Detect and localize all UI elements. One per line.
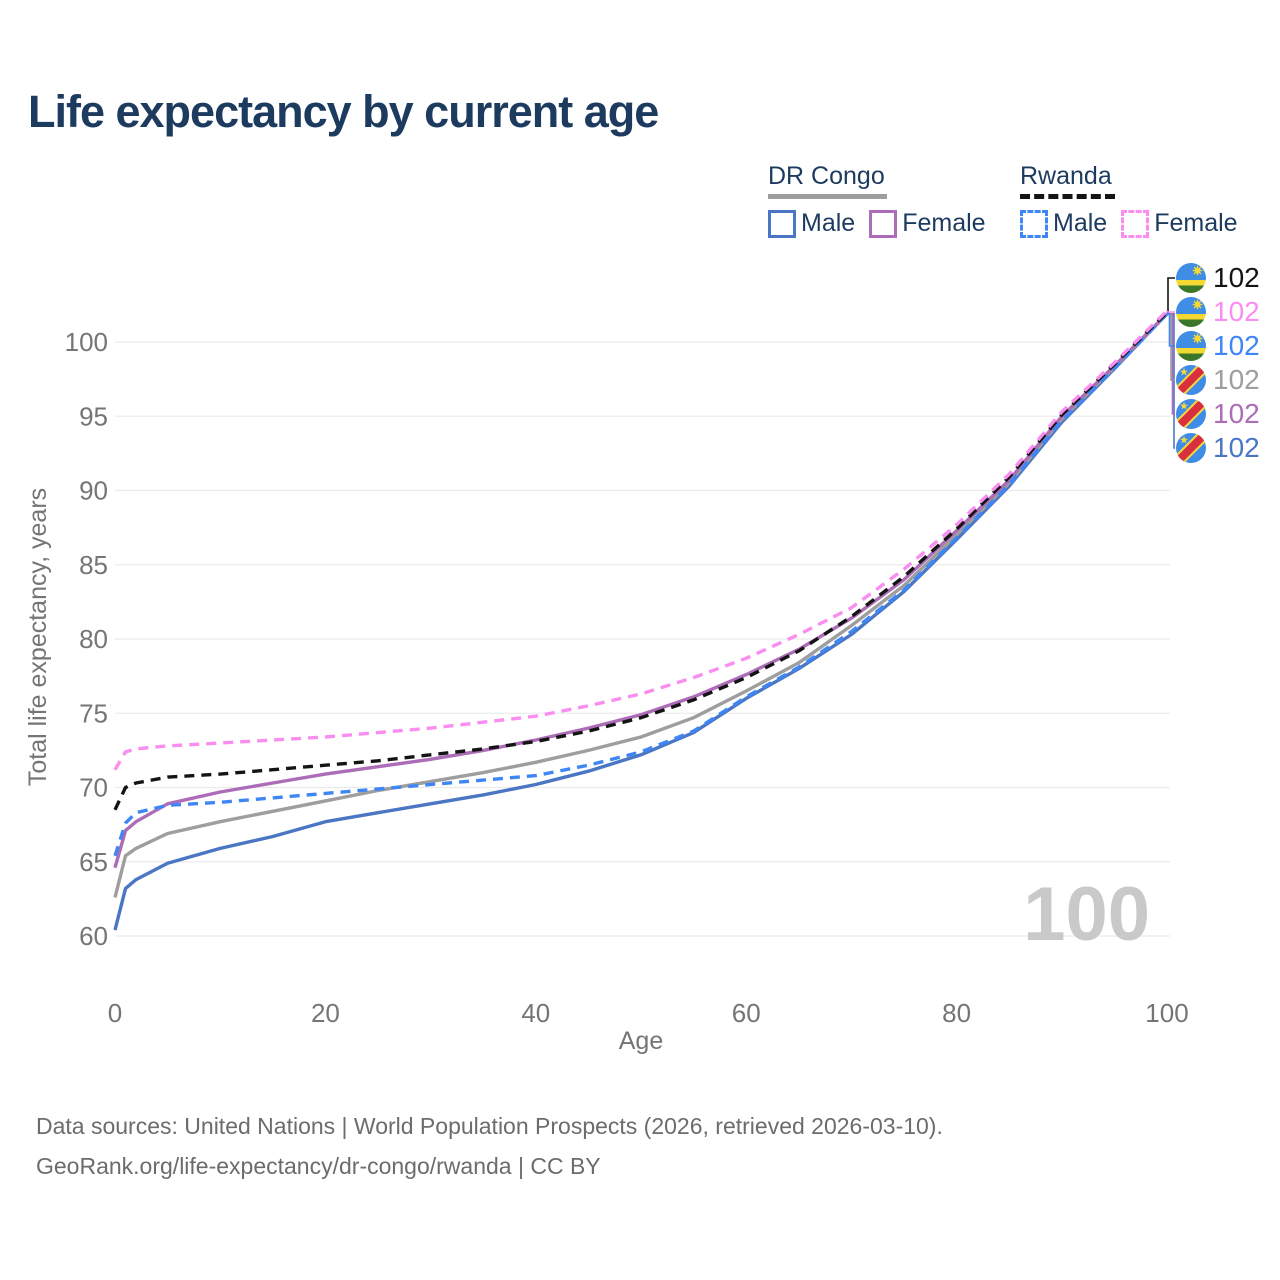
- legend-header-rwanda[interactable]: Rwanda: [1020, 162, 1112, 190]
- y-tick-label: 60: [79, 921, 108, 951]
- series-line-drc_both[interactable]: [113, 312, 1169, 898]
- x-tick-label: 0: [108, 998, 122, 1028]
- legend-item-drc-female[interactable]: Female: [869, 209, 986, 238]
- series-line-rwanda_female[interactable]: [113, 309, 1169, 771]
- legend-group-dr-congo[interactable]: DR Congo Male Female: [768, 162, 986, 238]
- x-tick-label: 40: [521, 998, 550, 1028]
- legend-group-rwanda[interactable]: Rwanda Male Female: [1020, 162, 1238, 238]
- page-title: Life expectancy by current age: [28, 86, 659, 137]
- series-line-rwanda_both[interactable]: [113, 311, 1169, 811]
- dr-congo-flag-icon: [1176, 399, 1206, 429]
- x-tick-label: 100: [1145, 998, 1188, 1028]
- y-tick-label: 85: [79, 550, 108, 580]
- end-label-value: 102: [1213, 364, 1260, 395]
- label-leader-line: [1167, 277, 1175, 314]
- rwanda-flag-icon: [1176, 263, 1206, 293]
- label-leader-line: [1167, 312, 1175, 347]
- y-tick-label: 95: [79, 401, 108, 431]
- legend-item-label: Male: [801, 209, 856, 237]
- legend-item-rwanda-female[interactable]: Female: [1121, 209, 1238, 238]
- footer: Data sources: United Nations | World Pop…: [36, 1106, 943, 1186]
- rwanda-male-swatch-icon: [1020, 209, 1048, 238]
- end-label-drc_male[interactable]: 102: [1176, 431, 1260, 465]
- footer-data-sources: Data sources: United Nations | World Pop…: [36, 1113, 943, 1139]
- x-tick-label: 80: [942, 998, 971, 1028]
- legend-item-drc-male[interactable]: Male: [768, 209, 855, 238]
- footer-attribution: GeoRank.org/life-expectancy/dr-congo/rwa…: [36, 1153, 601, 1179]
- series-line-drc_female[interactable]: [113, 312, 1169, 869]
- legend-line-sample-dr-congo: [768, 194, 887, 199]
- end-label-value: 102: [1213, 296, 1260, 327]
- rwanda-flag-icon: [1176, 331, 1206, 361]
- end-label-drc_both[interactable]: 102: [1176, 363, 1260, 397]
- series-line-rwanda_male[interactable]: [113, 312, 1169, 857]
- end-label-rwanda_both[interactable]: 102: [1176, 261, 1260, 295]
- end-label-value: 102: [1213, 262, 1260, 293]
- rwanda-flag-icon: [1176, 297, 1206, 327]
- series-line-drc_male[interactable]: [113, 312, 1169, 931]
- end-label-drc_female[interactable]: 102: [1176, 397, 1260, 431]
- dr-congo-flag-icon: [1176, 433, 1206, 463]
- legend-line-sample-rwanda: [1020, 194, 1115, 199]
- y-tick-label: 90: [79, 476, 108, 506]
- legend-header-dr-congo[interactable]: DR Congo: [768, 162, 885, 190]
- dr-congo-flag-icon: [1176, 365, 1206, 395]
- y-tick-label: 75: [79, 698, 108, 728]
- end-label-value: 102: [1213, 330, 1260, 361]
- label-leader-line: [1166, 310, 1175, 313]
- legend-item-rwanda-male[interactable]: Male: [1020, 209, 1107, 238]
- drc-male-swatch-icon: [768, 209, 796, 238]
- legend-item-label: Male: [1053, 209, 1108, 237]
- x-axis-title: Age: [619, 1027, 663, 1055]
- end-label-value: 102: [1213, 398, 1260, 429]
- x-tick-label: 20: [311, 998, 340, 1028]
- end-label-value: 102: [1213, 432, 1260, 463]
- y-tick-label: 65: [79, 847, 108, 877]
- y-tick-label: 80: [79, 624, 108, 654]
- y-tick-label: 100: [65, 327, 108, 357]
- rwanda-female-swatch-icon: [1121, 209, 1150, 238]
- end-label-rwanda_female[interactable]: 102: [1176, 295, 1260, 329]
- drc-female-swatch-icon: [869, 209, 898, 238]
- end-label-rwanda_male[interactable]: 102: [1176, 329, 1260, 363]
- x-tick-label: 60: [732, 998, 761, 1028]
- legend-item-label: Female: [902, 209, 986, 237]
- y-tick-label: 70: [79, 773, 108, 803]
- y-axis-title: Total life expectancy, years: [24, 488, 52, 786]
- age-counter-watermark: 100: [1023, 872, 1150, 957]
- legend-item-label: Female: [1154, 209, 1238, 237]
